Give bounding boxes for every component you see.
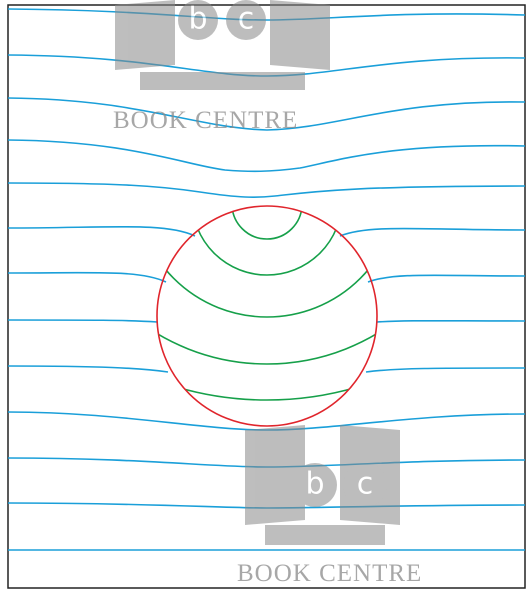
watermark-text: BOOK CENTRE — [113, 107, 298, 134]
watermark-letter: b — [188, 2, 207, 37]
watermark-letter: b — [305, 467, 324, 502]
diagram: b c BOOK CENTRE b c BOOK CENTRE — [0, 0, 530, 592]
watermark-letter: c — [357, 467, 374, 502]
watermark-text: BOOK CENTRE — [237, 560, 422, 587]
watermark-letter: c — [238, 2, 255, 37]
